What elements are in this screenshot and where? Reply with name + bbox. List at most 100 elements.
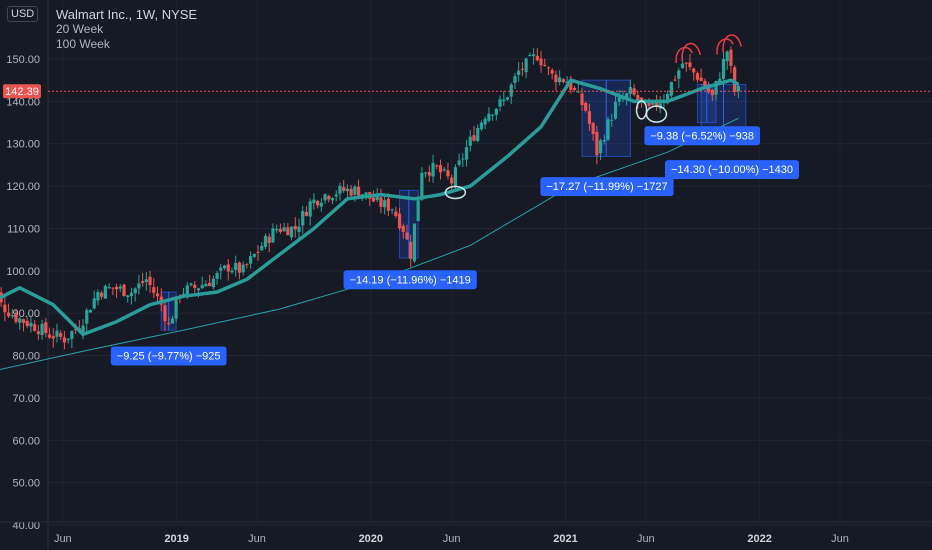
price-range-label[interactable]: −17.27 (−11.99%) −1727 [540, 177, 674, 197]
candle-body [308, 201, 312, 217]
candle-body [107, 287, 111, 289]
candle-body [427, 172, 431, 176]
candle-body [271, 228, 275, 243]
candle-body [319, 202, 323, 207]
candle-body [386, 198, 390, 211]
candle-body [673, 79, 677, 81]
candle-body [606, 119, 610, 140]
candle-body [148, 276, 152, 286]
candle-body [677, 70, 681, 79]
candle-body [260, 246, 264, 251]
candle-body [248, 256, 253, 264]
candle-body [85, 310, 89, 324]
last-price-badge [3, 84, 41, 99]
candle-body [517, 70, 521, 75]
drawings [444, 34, 742, 200]
candle-body [51, 336, 55, 339]
candle-body [703, 80, 707, 88]
x-tick-label: Jun [637, 533, 655, 545]
candle-body [189, 283, 193, 286]
candle-body [215, 272, 219, 279]
candle-body [710, 89, 714, 96]
candle-body [513, 76, 517, 83]
y-tick-label: 100.00 [6, 266, 40, 278]
candle-body [33, 324, 37, 331]
y-tick-label: 80.00 [12, 351, 40, 363]
candle-body [628, 87, 632, 94]
candle-body [528, 55, 532, 57]
candle-body [464, 147, 469, 160]
candle-body [133, 288, 137, 294]
candle-body [364, 192, 368, 196]
candle-body [457, 160, 461, 165]
y-tick-label: 140.00 [6, 96, 40, 108]
ma20-line[interactable] [0, 78, 740, 337]
candle-body [546, 67, 551, 69]
y-tick-label: 70.00 [12, 393, 40, 405]
candle-body [576, 91, 580, 93]
price-range-label[interactable]: −14.19 (−11.96%) −1419 [343, 270, 477, 290]
candle-body [44, 322, 48, 334]
candle-body [163, 305, 167, 322]
y-tick-label: 50.00 [12, 478, 40, 490]
candle-body [316, 200, 320, 206]
candle-body [584, 102, 588, 111]
drawn-circle [645, 105, 668, 123]
candle-body [62, 337, 67, 343]
x-tick-label: 2021 [553, 533, 577, 545]
x-tick-label: 2020 [359, 533, 383, 545]
price-range-label-box [110, 346, 227, 366]
candle-body [550, 70, 554, 74]
candle-body [450, 177, 454, 184]
candle-body [100, 292, 104, 297]
candle-body [721, 58, 726, 79]
candle-body [680, 63, 685, 68]
candle-body [580, 93, 584, 106]
price-range-label[interactable]: −14.30 (−10.00%) −1430 [664, 160, 800, 180]
indicator-ma100-label[interactable]: 100 Week [56, 37, 110, 51]
candle-body [699, 77, 703, 82]
candle-body [409, 241, 413, 259]
candle-body [505, 97, 510, 100]
candle-body [401, 225, 405, 232]
candle-body [695, 73, 700, 80]
candle-body [14, 312, 18, 322]
candles [0, 46, 740, 350]
candle-body [617, 97, 621, 102]
candle-body [323, 194, 327, 201]
candle-body [453, 167, 457, 186]
price-range-label-box [343, 270, 477, 290]
indicator-ma20-label[interactable]: 20 Week [56, 22, 104, 36]
candle-body [416, 200, 420, 222]
candle-body [282, 227, 286, 232]
candle-body [234, 263, 238, 271]
symbol-title[interactable]: Walmart Inc., 1W, NYSE [56, 7, 198, 22]
candle-body [226, 264, 230, 272]
candle-body [92, 298, 96, 309]
candle-body [204, 283, 208, 287]
price-range-label[interactable]: −9.38 (−6.52%) −938 [644, 126, 761, 146]
candle-body [535, 55, 539, 61]
price-range-label-text: −14.30 (−10.00%) −1430 [671, 164, 793, 176]
candle-body [468, 136, 472, 146]
candle-body [219, 267, 223, 271]
candle-body [21, 319, 26, 323]
candle-body [29, 322, 33, 327]
candle-body [424, 172, 428, 174]
candle-body [558, 77, 562, 83]
currency-badge[interactable]: USD [7, 6, 39, 22]
x-tick-label: 2022 [747, 533, 771, 545]
candle-body [412, 223, 417, 262]
price-range-label[interactable]: −9.25 (−9.77%) −925 [110, 346, 227, 366]
candle-body [230, 270, 234, 273]
price-range-label-text: −14.19 (−11.96%) −1419 [350, 274, 471, 286]
price-range-label-box [664, 160, 800, 180]
candle-body [725, 51, 729, 62]
candle-body [442, 169, 446, 171]
candle-body [613, 101, 618, 119]
candle-body [587, 111, 592, 124]
candle-body [405, 232, 409, 240]
candle-body [96, 292, 100, 301]
candle-body [572, 87, 577, 90]
